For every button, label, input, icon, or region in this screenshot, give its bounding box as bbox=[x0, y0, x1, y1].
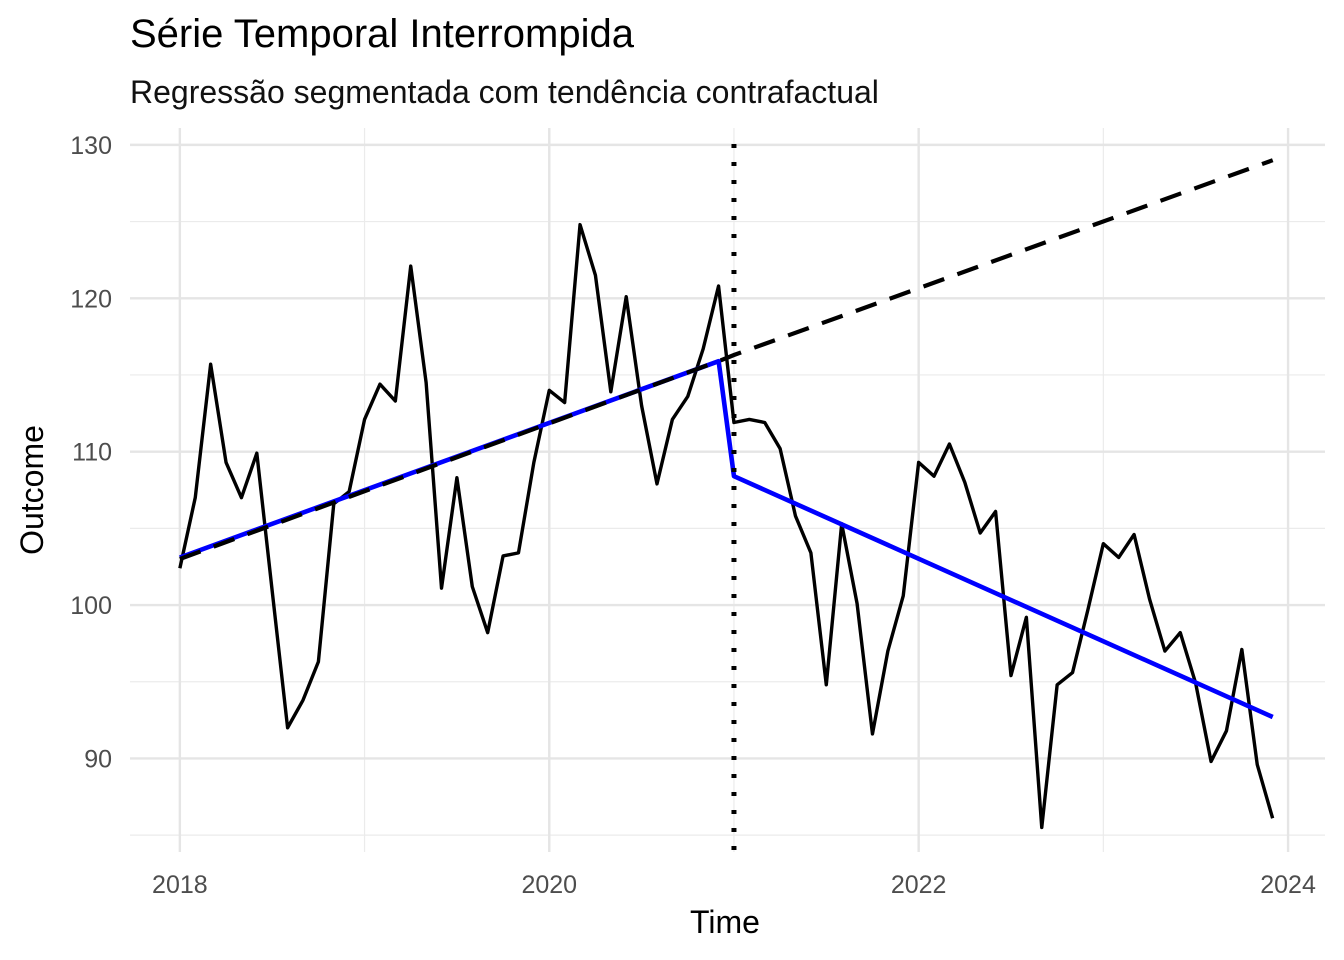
counterfactual-series-line bbox=[179, 158, 1274, 561]
x-tick-label: 2022 bbox=[891, 871, 947, 899]
chart-title: Série Temporal Interrompida bbox=[130, 12, 634, 56]
tick-labels: 2018 2020 2022 2024 90 100 110 120 130 bbox=[70, 132, 1316, 899]
minor-grid bbox=[130, 128, 1325, 852]
y-axis-title: Outcome bbox=[14, 425, 50, 555]
major-grid bbox=[130, 128, 1325, 852]
y-tick-label: 120 bbox=[70, 285, 112, 313]
y-tick-label: 110 bbox=[72, 439, 112, 467]
y-tick-label: 100 bbox=[70, 592, 112, 620]
chart-subtitle: Regressão segmentada com tendência contr… bbox=[130, 74, 879, 110]
x-tick-label: 2018 bbox=[152, 871, 208, 899]
x-axis-title: Time bbox=[690, 904, 760, 940]
fitted-series-line bbox=[179, 358, 1274, 720]
observed-series-line bbox=[178, 222, 1275, 830]
series-layer bbox=[178, 144, 1275, 852]
y-tick-label: 130 bbox=[70, 132, 112, 160]
x-tick-label: 2024 bbox=[1260, 871, 1316, 899]
x-tick-label: 2020 bbox=[521, 871, 577, 899]
y-tick-label: 90 bbox=[84, 745, 112, 773]
